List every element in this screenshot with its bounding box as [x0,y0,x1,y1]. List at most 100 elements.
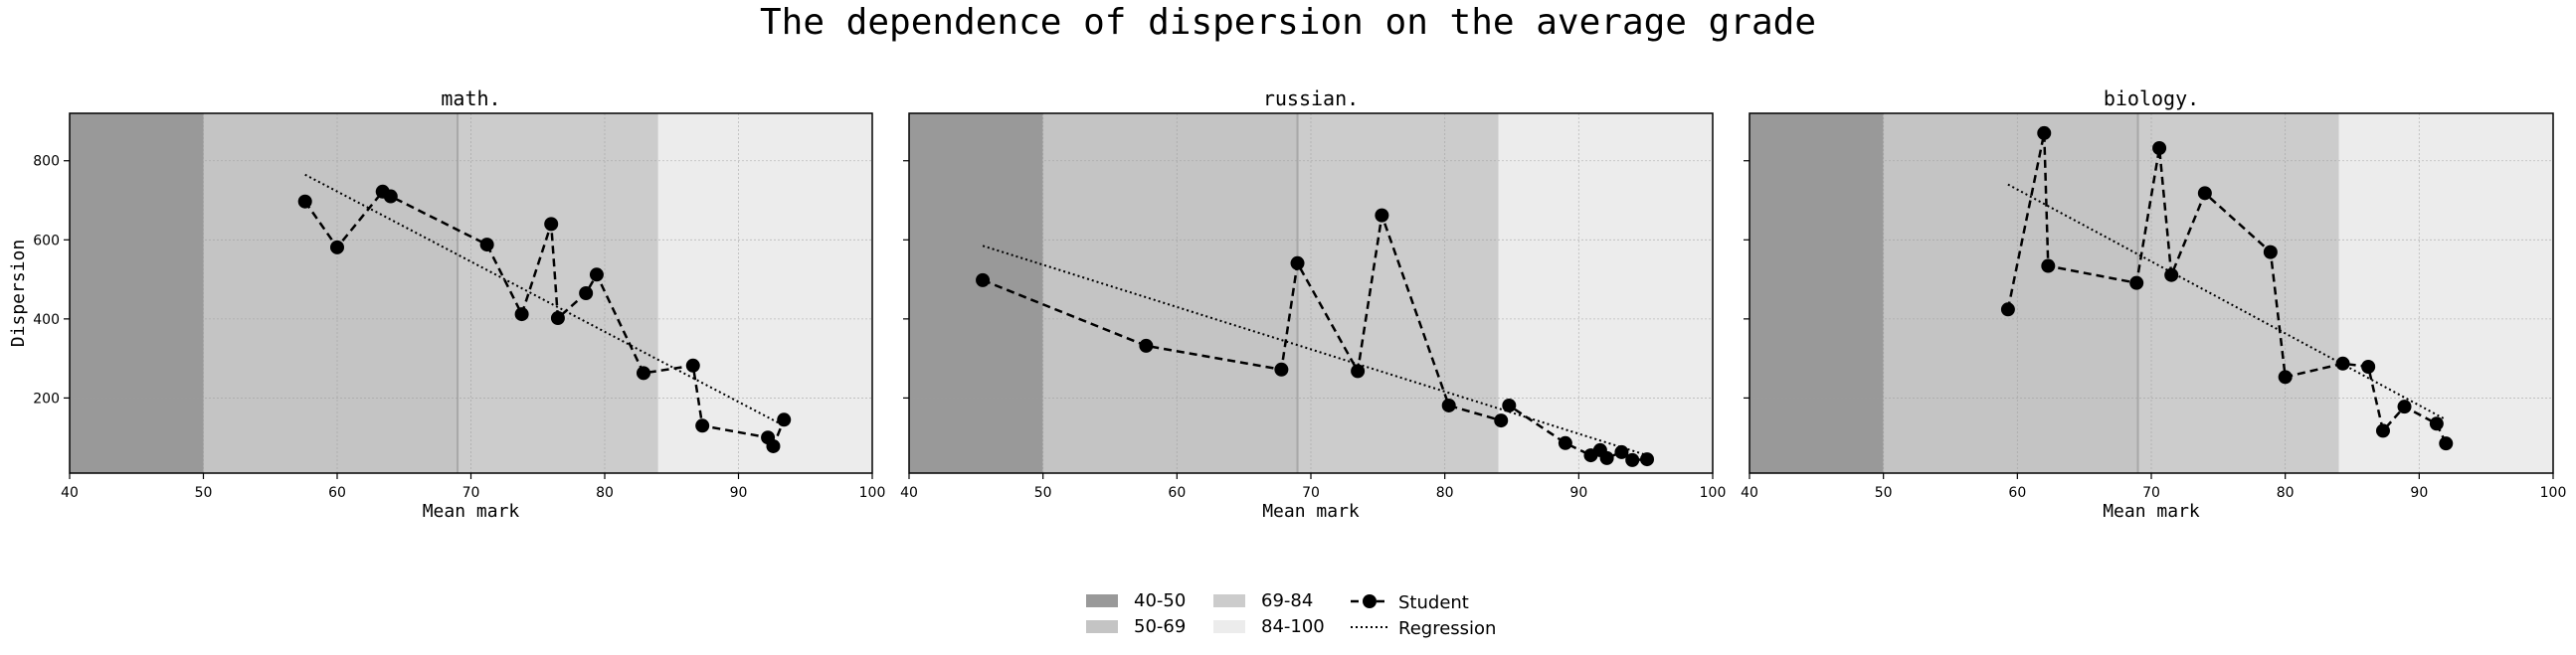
regression-line [2007,183,2447,421]
student-point [637,366,651,381]
student-point [695,418,710,433]
student-point [2164,267,2179,282]
legend-student-marker [1363,594,1377,608]
student-point [685,358,700,373]
x-axis-label: Mean mark [1262,501,1360,522]
student-point [1625,452,1640,467]
x-tick-label: 40 [900,485,918,501]
student-point [2361,359,2376,374]
legend-student-label: Student [1398,592,1469,613]
student-point [2263,245,2278,259]
y-tick-label: 400 [33,312,60,328]
x-tick-label: 80 [596,485,614,501]
x-tick-label: 100 [859,485,886,501]
regression-line [982,245,1648,457]
student-point [1441,398,1456,412]
legend: 40-50 50-69 69-84 84-100 Student Regression [1086,590,1496,639]
x-tick-label: 40 [1741,485,1758,501]
x-tick-label: 80 [2277,485,2295,501]
student-point [2197,186,2212,201]
student-point [514,307,529,322]
x-tick-label: 90 [2410,485,2428,501]
student-point [1599,450,1614,465]
student-point [579,286,594,300]
student-point [2037,125,2052,140]
student-point [297,194,312,209]
student-point [2152,141,2167,156]
student-point [479,238,494,252]
student-point [383,189,398,204]
x-tick-label: 70 [2142,485,2160,501]
x-tick-label: 100 [1700,485,1727,501]
student-point [1640,452,1655,467]
student-point [550,311,565,326]
band-69-84 [458,113,658,473]
student-point [1614,444,1629,459]
y-axis-label: Dispersion [8,240,29,347]
x-axis-label: Mean mark [2103,501,2200,522]
student-point [1290,255,1305,270]
band-69-84 [2137,113,2339,473]
student-point [777,412,792,427]
band-50-69 [1042,113,1298,473]
band-69-84 [1297,113,1499,473]
x-axis-label: Mean mark [423,501,520,522]
student-point [2041,258,2056,273]
panels: 40 50 60 70 80 90 100 200 400 600 800 math. Mean mar… [8,86,2566,522]
student-point [2375,423,2390,438]
student-point [2429,416,2444,431]
x-tick-label: 50 [1875,485,1893,501]
panel-title: russian. [1263,86,1359,110]
legend-label: 69-84 [1261,590,1313,611]
student-point [2278,370,2293,385]
x-tick-label: 60 [328,485,346,501]
student-point [1274,362,1289,377]
band-40-50 [1749,113,1884,473]
legend-label: 40-50 [1134,590,1186,611]
x-tick-label: 60 [1168,485,1186,501]
student-point [330,240,344,254]
student-point [589,267,604,282]
student-point [1351,364,1366,379]
legend-swatch-84-100 [1213,620,1245,633]
student-point [1375,208,1389,223]
student-point [1139,338,1154,353]
legend-swatch-69-84 [1213,594,1245,607]
student-point [1502,398,1517,412]
x-tick-label: 90 [1569,485,1587,501]
x-tick-label: 80 [1436,485,1454,501]
panel-1: 40 50 60 70 80 90 100 russian. Mean mark [900,86,1726,522]
y-tick-label: 800 [33,154,60,170]
panel-title: biology. [2104,86,2199,110]
student-point [544,217,559,232]
legend-swatch-50-69 [1086,620,1118,633]
band-40-50 [909,113,1043,473]
panel-2: 40 50 60 70 80 90 100 biology. Mean mark [1741,86,2566,522]
x-tick-label: 100 [2540,485,2567,501]
x-tick-label: 50 [195,485,213,501]
legend-regression-label: Regression [1398,618,1496,639]
student-point [976,272,991,287]
band-84-100 [2338,113,2553,473]
band-50-69 [203,113,459,473]
x-tick-label: 40 [61,485,79,501]
student-point [2439,436,2454,451]
y-tick-label: 600 [33,233,60,248]
x-tick-label: 70 [462,485,480,501]
band-84-100 [1498,113,1713,473]
panel-title: math. [441,86,500,110]
x-tick-label: 50 [1034,485,1052,501]
legend-swatch-40-50 [1086,594,1118,607]
student-point [766,438,781,453]
student-point [2397,400,2412,414]
legend-label: 84-100 [1261,616,1325,637]
student-point [1494,413,1509,428]
figure-title: The dependence of dispersion on the aver… [760,2,1816,43]
x-tick-label: 90 [730,485,748,501]
x-tick-label: 70 [1302,485,1320,501]
student-point [2129,275,2144,290]
student-point [1558,435,1572,450]
regression-line [304,173,785,427]
band-40-50 [70,113,204,473]
